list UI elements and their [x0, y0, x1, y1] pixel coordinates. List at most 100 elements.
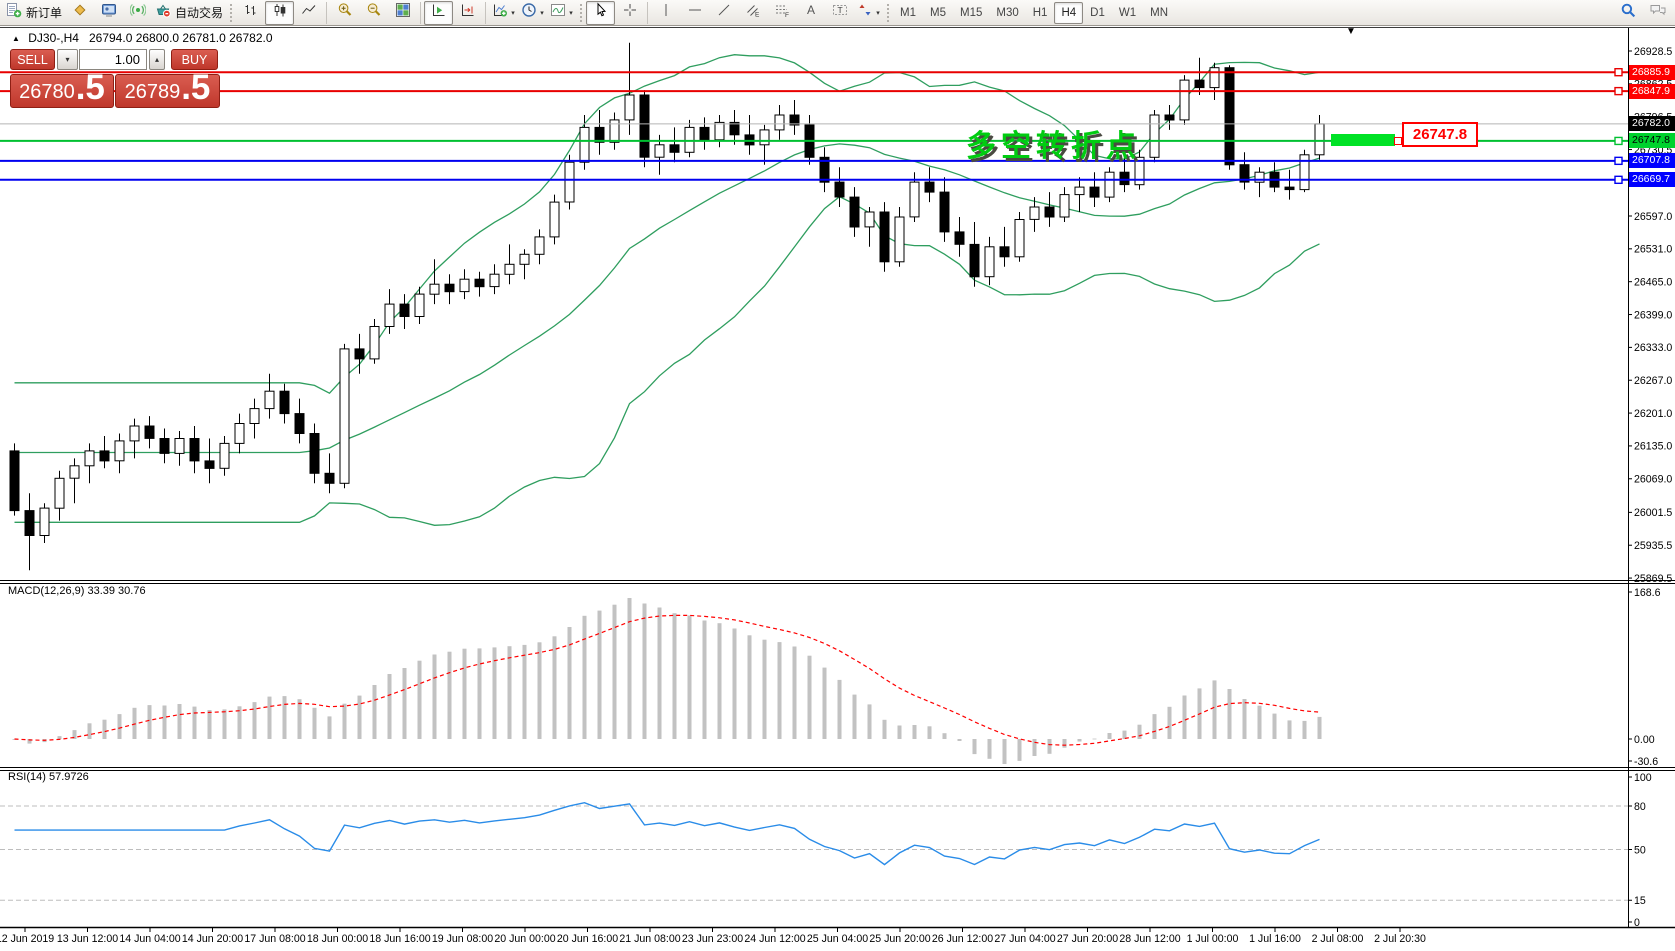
candle-body — [684, 126, 695, 153]
tf-button-M15[interactable]: M15 — [960, 6, 983, 19]
chart-profile-button[interactable] — [65, 1, 94, 25]
buy-button[interactable]: BUY — [171, 49, 218, 70]
sell-price-main: 26780 — [19, 81, 75, 103]
macd-histogram-bar — [1077, 739, 1082, 742]
time-tick-label: 20 Jun 00:00 — [494, 933, 555, 945]
price-tick-label: 26069.0 — [1634, 474, 1672, 486]
candle-body — [1179, 79, 1190, 121]
macd-histogram-bar — [537, 642, 542, 739]
toolbar-drag-handle[interactable] — [580, 3, 583, 22]
time-tick-label: 17 Jun 08:00 — [244, 933, 305, 945]
text-button[interactable]: A — [796, 1, 825, 25]
cursor-button[interactable] — [586, 0, 616, 25]
tile-windows-button[interactable] — [388, 1, 417, 25]
zoom-out-button[interactable] — [359, 1, 388, 25]
price-axis[interactable]: 26928.526862.526796.526730.526664.526597… — [1628, 46, 1672, 929]
candle-body — [1014, 219, 1025, 258]
candle-body — [984, 246, 995, 278]
chart-shift-button[interactable] — [453, 1, 482, 25]
hline-handle[interactable] — [1614, 68, 1623, 77]
auto-scroll-button[interactable] — [424, 0, 454, 25]
chart-text-annotation[interactable]: 多空转折点 — [966, 130, 1141, 163]
bar-chart-button[interactable] — [236, 1, 265, 25]
toolbar-drag-handle[interactable] — [230, 3, 233, 22]
candle-body — [504, 263, 515, 275]
candle-body — [1029, 206, 1040, 220]
volume-increase-button[interactable]: ▴ — [149, 49, 165, 70]
horizontal-line-button[interactable] — [680, 1, 709, 25]
equidistant-channel-button[interactable]: E — [738, 1, 767, 25]
add-indicator-button[interactable]: ▾ — [489, 1, 518, 25]
candle-body — [129, 425, 140, 442]
new-order-button[interactable]: 新订单 — [3, 1, 65, 25]
chat-icon — [1649, 2, 1667, 23]
volume-decrease-button[interactable]: ▾ — [57, 49, 78, 70]
svg-text:A: A — [807, 3, 815, 17]
tf-button-M5[interactable]: M5 — [930, 6, 946, 19]
arrows-button[interactable]: ▾ — [854, 1, 883, 25]
tf-button-W1[interactable]: W1 — [1118, 6, 1137, 19]
candle-body — [1104, 171, 1115, 198]
candle-body — [519, 253, 530, 265]
macd-histogram-bar — [897, 725, 902, 739]
candle-body — [699, 126, 710, 141]
candle-body — [879, 211, 890, 263]
sell-button[interactable]: SELL — [10, 49, 55, 70]
metaeditor-button[interactable] — [94, 1, 123, 25]
periods-button[interactable]: ▾ — [518, 1, 547, 25]
macd-signal-line — [14, 614, 1320, 746]
symbol-period-label: DJ30-,H4 — [28, 31, 79, 45]
macd-histogram-bar — [162, 705, 167, 739]
macd-histogram-bar — [372, 685, 377, 739]
tf-button-H4[interactable]: H4 — [1054, 1, 1084, 24]
macd-histogram-bar — [432, 654, 437, 739]
tf-button-M30[interactable]: M30 — [996, 6, 1019, 19]
rsi-pane — [0, 801, 1628, 901]
signals-button[interactable] — [123, 1, 152, 25]
search-button[interactable] — [1614, 1, 1643, 25]
candle-body — [744, 134, 755, 146]
hline-handle[interactable] — [1614, 86, 1623, 96]
toolbar-drag-handle[interactable] — [887, 3, 890, 22]
line-chart-button[interactable] — [294, 1, 323, 25]
main-pane — [9, 42, 1325, 571]
highlight-rectangle-object[interactable] — [1331, 134, 1395, 146]
hline-handle[interactable] — [1614, 136, 1623, 146]
tf-button-MN[interactable]: MN — [1150, 6, 1168, 19]
fibonacci-button[interactable]: F — [767, 1, 796, 25]
hline-handle[interactable] — [1614, 156, 1623, 166]
hline-handle[interactable] — [1614, 175, 1623, 185]
zoom-in-button[interactable] — [330, 1, 359, 25]
time-tick-label: 23 Jun 23:00 — [682, 933, 743, 945]
macd-histogram-bar — [1032, 739, 1037, 756]
candle-body — [99, 450, 110, 462]
time-tick-label: 1 Jul 16:00 — [1249, 933, 1301, 945]
buy-price-button[interactable]: 26789.5 — [115, 70, 220, 108]
volume-input[interactable] — [79, 49, 147, 70]
chat-button[interactable] — [1643, 1, 1672, 25]
trendline-button[interactable] — [709, 1, 738, 25]
vertical-line-button[interactable] — [651, 1, 680, 25]
buy-price-pips: .5 — [181, 68, 211, 107]
tf-button-H1[interactable]: H1 — [1032, 6, 1048, 19]
sell-price-button[interactable]: 26780.5 — [10, 70, 114, 108]
text-label-button[interactable]: T — [825, 1, 854, 25]
time-tick-label: 18 Jun 16:00 — [369, 933, 430, 945]
tf-button-D1[interactable]: D1 — [1090, 6, 1105, 19]
macd-histogram-bar — [102, 719, 107, 739]
candlestick-chart-button[interactable] — [265, 0, 295, 25]
zoom-in-icon — [337, 2, 353, 23]
time-axis[interactable]: 12 Jun 2019 13 Jun 12:00 14 Jun 04:00 14 Ju… — [0, 928, 1426, 945]
macd-histogram-bar — [717, 623, 722, 739]
tf-button-M1[interactable]: M1 — [900, 6, 917, 19]
templates-button[interactable]: ▾ — [547, 1, 576, 25]
price-tag-label[interactable]: 26747.8 — [1402, 122, 1478, 147]
candle-body — [69, 465, 80, 479]
crosshair-button[interactable] — [615, 1, 644, 25]
candle-body — [114, 440, 125, 462]
autotrading-button[interactable]: 自动交易 — [152, 1, 226, 25]
collapse-panel-icon[interactable]: ▲ — [12, 34, 20, 43]
macd-histogram-bar — [1257, 705, 1262, 739]
rsi-axis-label: 50 — [1634, 844, 1646, 856]
